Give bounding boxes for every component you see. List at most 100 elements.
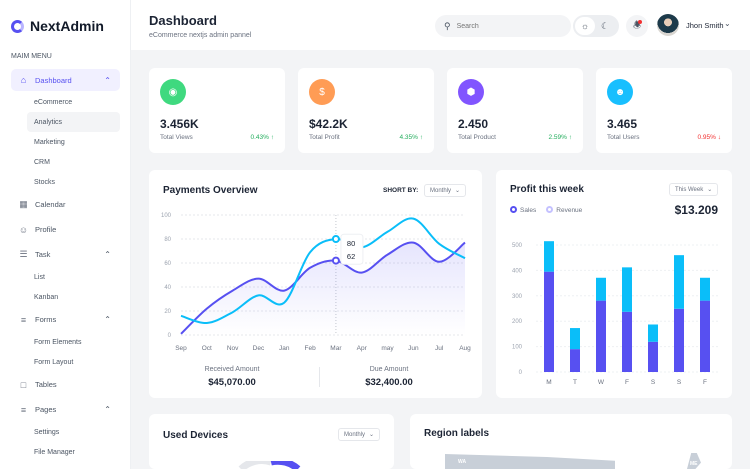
x-tick-label: S [651, 379, 656, 386]
sidebar-subitem[interactable]: Stocks [34, 178, 56, 186]
divider [319, 367, 320, 387]
stat-change: 2.59% ↑ [548, 134, 573, 141]
bar-revenue [596, 277, 606, 301]
sidebar-item-dashboard[interactable]: ⌂ Dashboard ⌃ [11, 69, 120, 91]
user-name[interactable]: Jhon Smith [686, 21, 724, 30]
devices-period-value: Monthly [344, 431, 366, 438]
stat-change: 4.35% ↑ [399, 134, 424, 141]
sidebar-item-pages[interactable]: ≡ Pages ⌃ [11, 397, 120, 422]
series-area [181, 242, 465, 335]
logo[interactable]: NextAdmin [11, 18, 104, 34]
moon-icon[interactable]: ☾ [600, 20, 610, 31]
bar-sales [700, 300, 710, 372]
y-tick-label: 0 [168, 333, 172, 339]
sidebar-item-label: Dashboard [35, 75, 72, 85]
us-map [445, 454, 615, 469]
bar-revenue [570, 328, 580, 350]
stat-label: Total Users [607, 134, 640, 141]
legend-revenue[interactable]: Revenue [546, 206, 582, 214]
chevron-down-icon: ⌄ [707, 187, 713, 193]
sidebar-subitem[interactable]: File Manager [34, 448, 75, 456]
sidebar-subitem[interactable]: Settings [34, 428, 60, 436]
sort-label: SHORT BY: [383, 187, 419, 194]
chevron-up-icon[interactable]: ⌃ [104, 405, 111, 414]
x-tick-label: Sep [175, 345, 187, 352]
sidebar-subitem[interactable]: Form Layout [34, 358, 74, 366]
sidebar-item-label: Task [35, 250, 51, 259]
tooltip-value: 62 [347, 252, 355, 261]
y-tick-label: 20 [164, 309, 171, 315]
stat-card: $ $42.2K Total Profit 4.35% ↑ [298, 68, 434, 153]
sidebar-subitem[interactable]: List [34, 273, 45, 281]
dollar-icon: $ [309, 79, 335, 105]
sidebar-subitem[interactable]: Marketing [34, 138, 65, 146]
calendar-icon: ▦ [19, 199, 28, 209]
menu-label: MAIM MENU [11, 53, 52, 60]
stat-value: 3.465 [607, 117, 638, 131]
sidebar-item-task[interactable]: ☰ Task ⌃ [11, 242, 120, 267]
received-label: Received Amount [204, 366, 260, 373]
sidebar-subitem[interactable]: Kanban [34, 293, 59, 301]
bar-revenue [700, 277, 710, 301]
region-label-wa: WA [458, 459, 467, 465]
bar-sales [648, 341, 658, 372]
user-icon: ☺ [18, 224, 29, 235]
y-tick-label: 40 [164, 285, 171, 291]
payments-overview-card: Payments Overview SHORT BY: Monthly ⌄ 0 20… [149, 170, 482, 398]
sidebar-item-profile[interactable]: ☺ Profile [11, 217, 120, 242]
sidebar-item-label: Calendar [35, 200, 66, 209]
bar-sales [622, 311, 632, 372]
sort-dropdown[interactable]: Monthly ⌄ [424, 184, 467, 197]
search-icon: ⚲ [444, 20, 451, 31]
sun-icon[interactable]: ☼ [575, 17, 595, 35]
notification-button[interactable]: 🕭 [626, 15, 648, 37]
stat-label: Total Profit [309, 134, 340, 141]
sidebar-subitem[interactable]: eCommerce [34, 98, 73, 106]
profit-chart: 0 100 200 300 400 500 M T W F S S F [512, 241, 718, 386]
x-tick-label: Dec [253, 345, 265, 352]
forms-icon: ≡ [20, 314, 27, 325]
bar-revenue [544, 241, 554, 272]
due-value: $32,400.00 [365, 377, 413, 388]
sidebar-item-forms[interactable]: ≡ Forms ⌃ [11, 307, 120, 332]
donut-segment [270, 461, 301, 469]
chevron-down-icon[interactable]: ⌄ [724, 19, 731, 28]
sidebar-item-calendar[interactable]: ▦ Calendar [11, 192, 120, 217]
sidebar-subitem[interactable]: Analytics [27, 112, 120, 132]
series-marker [331, 235, 340, 243]
donut-segment [238, 461, 272, 469]
sidebar-item-label: Pages [35, 405, 57, 414]
x-tick-label: S [677, 379, 682, 386]
avatar[interactable] [657, 14, 679, 36]
series-marker [331, 256, 340, 265]
y-tick-label: 100 [161, 213, 172, 219]
app-name: NextAdmin [30, 18, 104, 34]
period-dropdown[interactable]: This Week ⌄ [669, 183, 719, 196]
stat-change: 0.95% ↓ [697, 134, 722, 141]
eye-icon: ◉ [160, 79, 186, 105]
x-tick-label: F [625, 379, 629, 386]
sidebar-subitem[interactable]: CRM [34, 158, 50, 166]
devices-donut [238, 461, 301, 469]
chevron-up-icon[interactable]: ⌃ [104, 75, 111, 85]
stat-value: 2.450 [458, 117, 489, 131]
card-title: Profit this week [510, 184, 584, 195]
legend-sales[interactable]: Sales [510, 206, 536, 214]
theme-toggle[interactable]: ☼ ☾ [573, 15, 619, 37]
logo-icon [11, 19, 24, 33]
bar-revenue [674, 255, 684, 309]
series-line [180, 241, 466, 335]
devices-period-dropdown[interactable]: Monthly ⌄ [338, 428, 381, 441]
page-title: Dashboard [149, 13, 217, 28]
chevron-down-icon: ⌄ [369, 432, 375, 438]
chevron-up-icon[interactable]: ⌃ [104, 250, 111, 259]
x-tick-label: may [381, 345, 394, 352]
chevron-up-icon[interactable]: ⌃ [104, 315, 111, 324]
stat-card: ◉ 3.456K Total Views 0.43% ↑ [149, 68, 285, 153]
stat-value: 3.456K [160, 117, 199, 131]
sidebar-subitem[interactable]: Form Elements [34, 338, 82, 346]
sidebar-item-tables[interactable]: □ Tables [11, 372, 120, 397]
search-input[interactable] [456, 22, 557, 30]
sort-value: Monthly [430, 187, 452, 194]
stat-card: ☻ 3.465 Total Users 0.95% ↓ [596, 68, 732, 153]
